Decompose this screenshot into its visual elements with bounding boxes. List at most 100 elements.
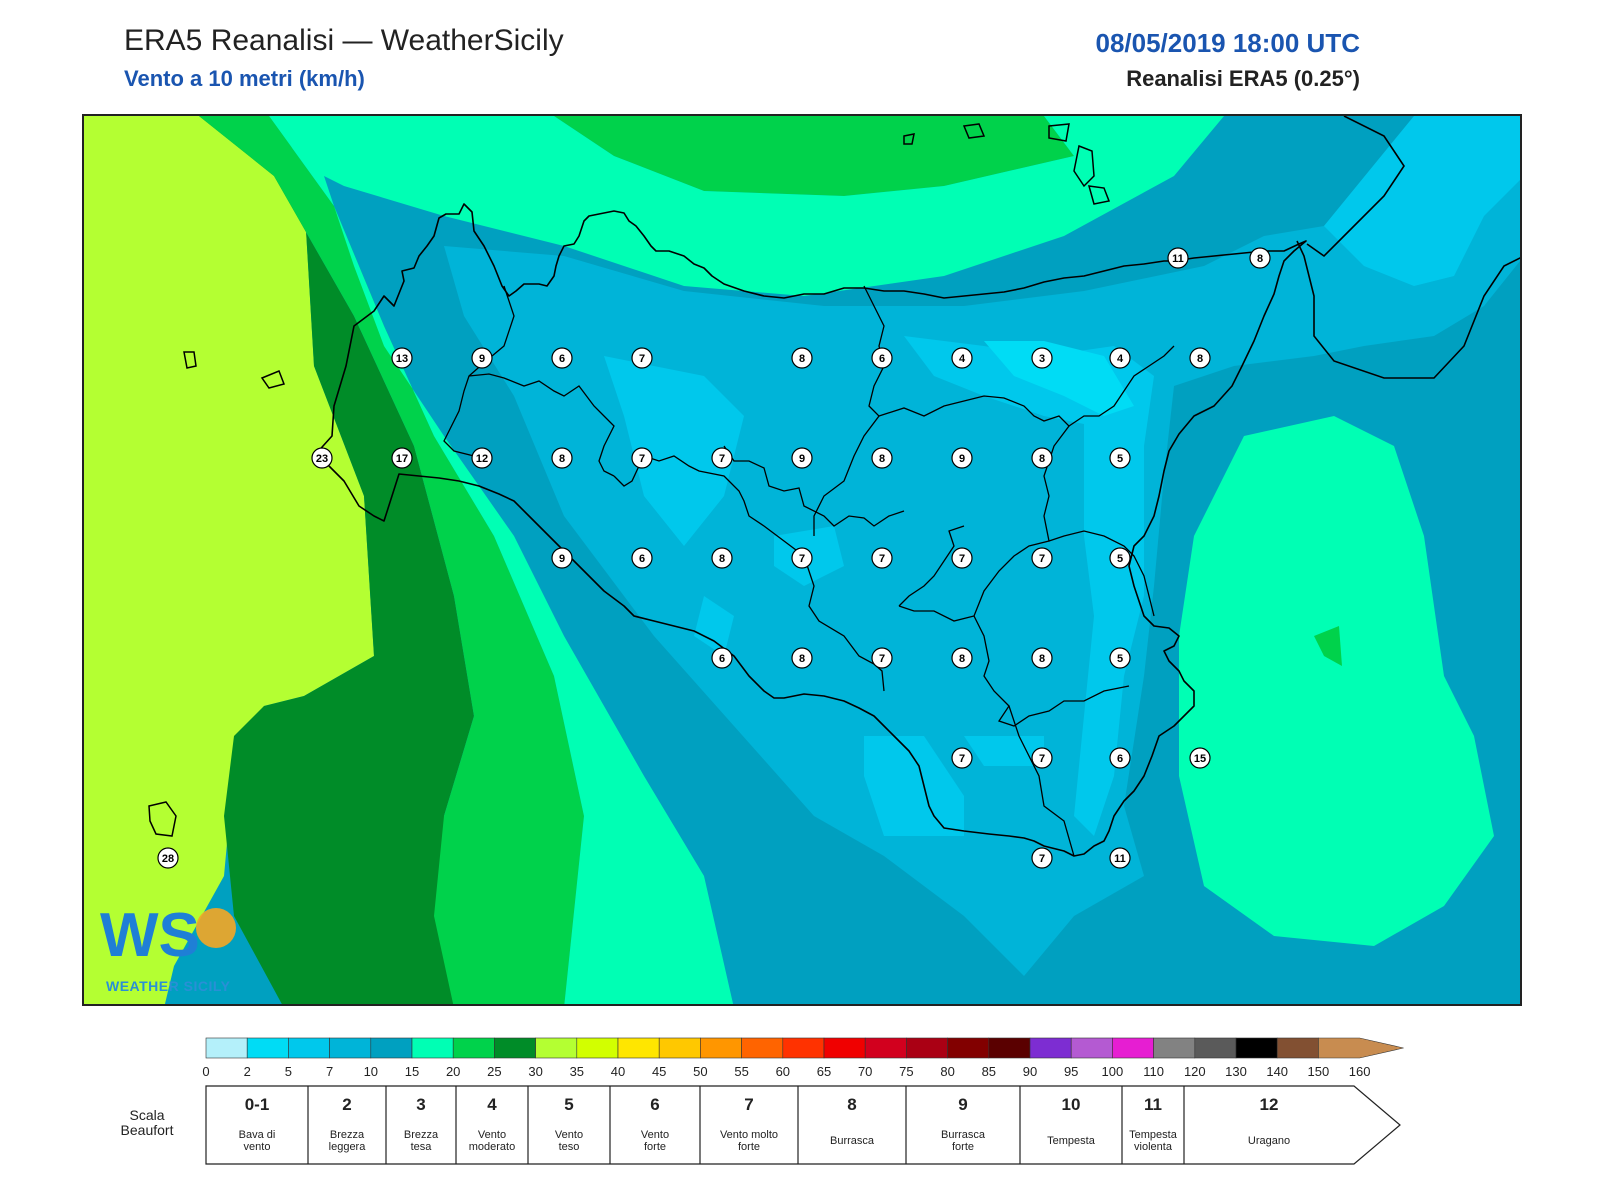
colorbar-swatch [1153,1037,1196,1059]
beaufort-name: Vento moderato [469,1129,515,1153]
wind-label: 7 [711,447,733,469]
beaufort-number: 10 [1062,1095,1081,1114]
wind-label-value: 7 [1039,553,1045,565]
wind-label-marker [871,447,893,469]
wind-label-marker [311,447,333,469]
wind-label-marker [1031,747,1053,769]
colorbar-tick-label: 15 [405,1064,419,1079]
colorbar-swatch [617,1037,660,1059]
field-patch-d [1074,416,1144,836]
wind-label-value: 7 [719,453,725,465]
colorbar-swatch [535,1037,578,1059]
colorbar-swatch [452,1037,495,1059]
wind-label-marker [711,647,733,669]
wind-label-marker [1189,747,1211,769]
colorbar-tick-label: 70 [858,1064,872,1079]
wind-label-value: 7 [1039,853,1045,865]
wind-label: 8 [951,647,973,669]
wind-label: 13 [391,347,413,369]
colorbar-swatch [494,1037,536,1059]
colorbar-swatch [1029,1037,1072,1059]
colorbar-tick-label: 160 [1349,1064,1371,1079]
wind-label-marker [1109,547,1131,569]
wind-label-marker [391,447,413,469]
colorbar-tick-label: 5 [285,1064,292,1079]
beaufort-name: Burrasca forte [941,1129,986,1153]
colorbar-swatch [246,1037,289,1059]
beaufort-number: 4 [487,1095,497,1114]
beaufort-number: 5 [564,1095,573,1114]
wind-label-marker [871,347,893,369]
wind-label: 9 [791,447,813,469]
wind-label-marker [1031,847,1053,869]
wind-map-canvas: 11 8 13 9 6 7 8 6 4 3 4 8 23 17 12 8 7 7 9 8 9 8 5 9 6 8 7 7 7 7 5 6 8 7 8… [84,116,1520,1004]
wind-label-value: 9 [479,353,485,365]
colorbar-tick-label: 100 [1102,1064,1124,1079]
wind-label: 8 [791,647,813,669]
wind-label: 11 [1167,247,1189,269]
field-patch-a [604,356,744,546]
wind-label: 8 [791,347,813,369]
wind-label-value: 7 [799,553,805,565]
colorbar-tick-label: 40 [611,1064,625,1079]
beaufort-number: 0-1 [245,1095,270,1114]
beaufort-number: 6 [650,1095,659,1114]
island-vulcano [1087,185,1111,205]
wind-label-marker [951,347,973,369]
colorbar-tick-label: 150 [1308,1064,1330,1079]
colorbar-tick-label: 95 [1064,1064,1078,1079]
colorbar-tick-label: 0 [202,1064,209,1079]
wind-label-value: 8 [799,653,805,665]
wind-label-marker [1031,547,1053,569]
wind-label-value: 7 [1039,753,1045,765]
wind-label: 17 [391,447,413,469]
wind-labels: 11 8 13 9 6 7 8 6 4 3 4 8 23 17 12 8 7 7 9 8 9 8 5 9 6 8 7 7 7 7 5 6 8 7 8… [157,247,1271,869]
field-ne-5 [1324,116,1520,286]
calabria-coastline [1296,116,1520,379]
colorbar-tick-label: 30 [528,1064,542,1079]
wind-label-value: 7 [959,753,965,765]
colorbar-tick-label: 120 [1184,1064,1206,1079]
beaufort-name: Vento forte [641,1129,669,1153]
border-rg-ct [973,615,1130,727]
wind-label-marker [631,347,653,369]
colorbar-tick-label: 35 [570,1064,584,1079]
field-patch-c [984,341,1134,416]
wind-label: 7 [1031,847,1053,869]
colorbar-tick-label: 110 [1143,1064,1164,1079]
wind-label-marker [791,347,813,369]
colorbar-swatch [782,1037,825,1059]
colorbar-swatch [1235,1037,1278,1059]
wind-label-marker [1109,747,1131,769]
colorbar-swatch [1318,1037,1404,1059]
wind-label: 8 [551,447,573,469]
field-band-20 [199,116,584,1004]
beaufort-name: Vento molto forte [720,1129,778,1153]
field-east-20 [1314,626,1342,666]
wind-label-marker [1109,647,1131,669]
wind-label-marker [631,547,653,569]
wind-label-value: 8 [719,553,725,565]
wind-label-marker [871,547,893,569]
colorbar-tick-label: 90 [1023,1064,1037,1079]
island-favignana [260,370,285,389]
border-tp-pa [443,285,515,457]
wind-label-marker [1031,647,1053,669]
wind-label-value: 8 [559,453,565,465]
colorbar-tick-label: 45 [652,1064,666,1079]
beaufort-number: 7 [744,1095,753,1114]
wind-label-marker [631,447,653,469]
legend: 0 2 5 7 10 15 20 25 30 35 40 45 50 55 60 65 70 75 80 85 90 95… [202,1037,1404,1165]
colorbar-tick-label: 10 [364,1064,378,1079]
wind-label-value: 4 [1117,353,1124,365]
island-salina [1048,123,1070,142]
wind-label-marker [711,447,733,469]
wind-label-value: 23 [316,453,328,465]
wind-label-value: 4 [959,353,966,365]
wind-label: 5 [1109,447,1131,469]
wind-label: 6 [551,347,573,369]
wind-label-value: 7 [639,453,645,465]
wind-label: 8 [1031,647,1053,669]
border-pa-cl [723,445,905,527]
island-filicudi [962,123,986,139]
